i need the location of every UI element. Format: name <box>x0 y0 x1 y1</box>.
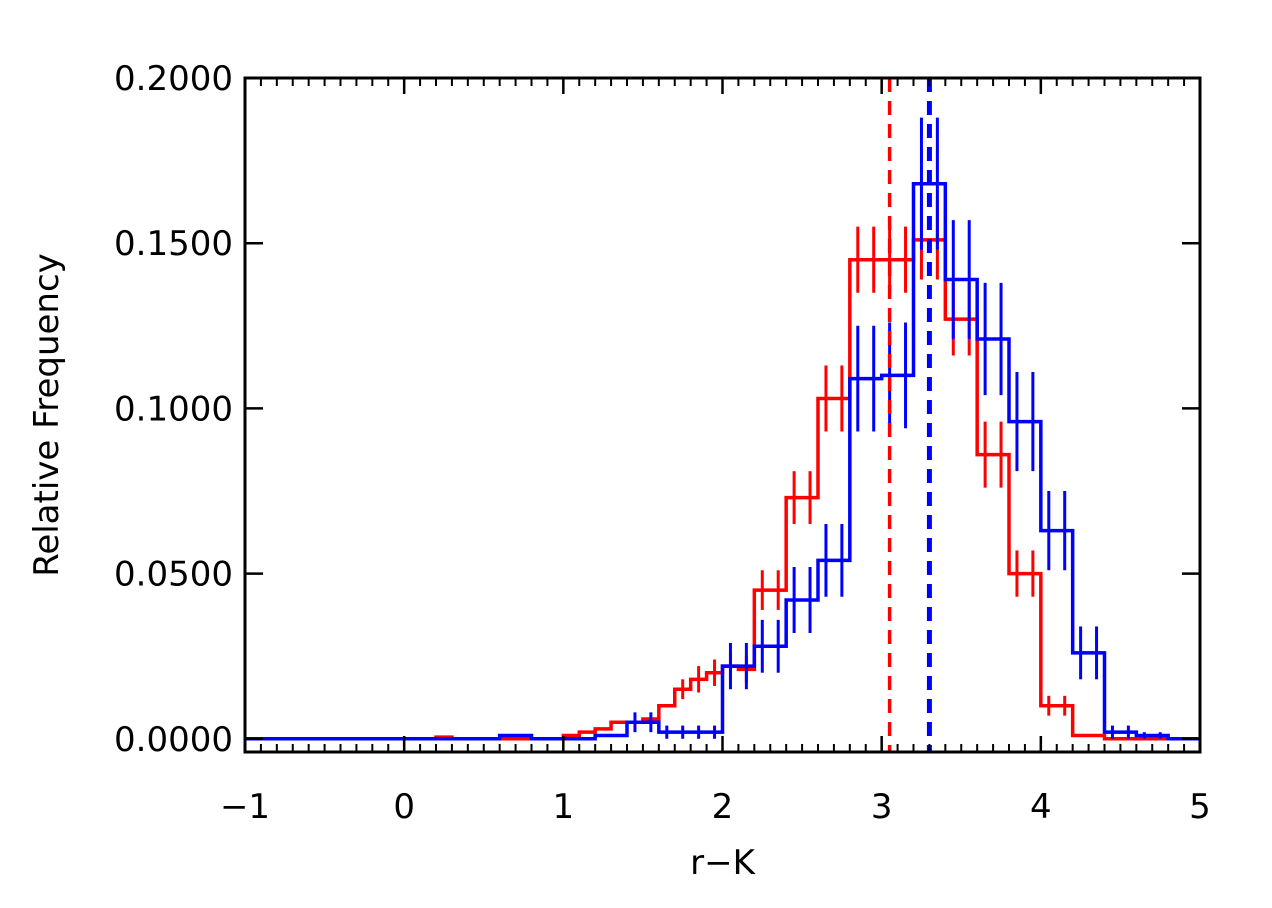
y-tick-label: 0.2000 <box>114 59 233 99</box>
x-tick-label: 4 <box>1030 787 1052 827</box>
series-layer <box>245 117 1200 741</box>
y-tick-label: 0.0500 <box>114 555 233 595</box>
x-tick-label: 5 <box>1189 787 1211 827</box>
histogram-series-1 <box>245 181 1200 741</box>
histogram-series-0 <box>245 238 1200 741</box>
x-axis-label: r−K <box>690 843 756 883</box>
plot-frame <box>243 76 1202 754</box>
y-tick-label: 0.1000 <box>114 389 233 429</box>
x-tick-label: 1 <box>553 787 575 827</box>
y-tick-label: 0.1500 <box>114 224 233 264</box>
y-tick-label: 0.0000 <box>114 720 233 760</box>
x-tick-label: 0 <box>393 787 415 827</box>
x-tick-label: 2 <box>712 787 734 827</box>
y-axis-label: Relative Frequency <box>27 253 67 577</box>
x-tick-label: −1 <box>220 787 270 827</box>
axis-ticks: −1 0 1 2 3 4 5 0.0000 0.0500 0.1000 0.1500 0.2000 <box>114 59 1211 827</box>
median-lines <box>887 78 932 752</box>
x-tick-label: 3 <box>871 787 893 827</box>
